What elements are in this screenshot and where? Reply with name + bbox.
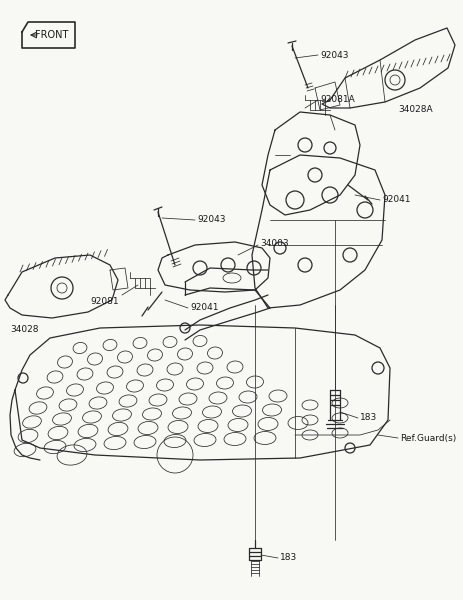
Text: 34028A: 34028A (397, 106, 432, 115)
Text: 34003: 34003 (259, 239, 288, 248)
Text: 92043: 92043 (319, 50, 348, 59)
Text: 92041: 92041 (189, 302, 218, 311)
Text: 92043: 92043 (197, 215, 225, 224)
Text: 92081: 92081 (90, 298, 119, 307)
Text: 183: 183 (279, 553, 297, 563)
Text: Ref.Guard(s): Ref.Guard(s) (399, 433, 455, 443)
Text: FRONT: FRONT (35, 30, 68, 40)
Text: 92081A: 92081A (319, 94, 354, 103)
Text: 92041: 92041 (381, 196, 410, 205)
Text: 34028: 34028 (10, 325, 38, 335)
Text: 183: 183 (359, 413, 376, 422)
